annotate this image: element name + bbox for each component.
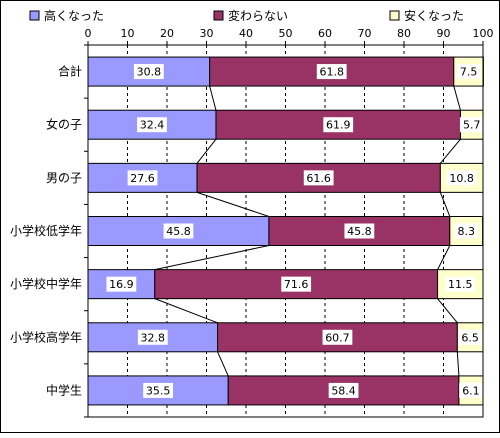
data-label: 61.8 xyxy=(319,66,344,79)
x-tick-label: 30 xyxy=(200,27,214,40)
data-label-bg xyxy=(459,382,483,398)
data-label-bg xyxy=(459,117,484,133)
data-label-bg xyxy=(316,64,347,80)
legend-label-1: 高くなった xyxy=(44,8,104,23)
data-label-bg xyxy=(445,276,476,292)
x-tick-label: 20 xyxy=(160,27,174,40)
data-label: 35.5 xyxy=(146,384,171,397)
legend-label-2: 変わらない xyxy=(228,8,288,23)
x-tick-label: 40 xyxy=(239,27,253,40)
data-label: 58.4 xyxy=(331,384,356,397)
connector-line xyxy=(154,298,218,324)
data-label: 11.5 xyxy=(448,278,473,291)
data-label: 16.9 xyxy=(109,278,134,291)
data-label: 7.5 xyxy=(460,66,478,79)
legend-swatch-2 xyxy=(213,10,224,21)
data-label-bg xyxy=(456,64,481,80)
x-tick-label: 10 xyxy=(121,27,135,40)
category-label: 女の子 xyxy=(46,117,82,132)
data-label-bg xyxy=(106,276,137,292)
x-tick-label: 80 xyxy=(397,27,411,40)
data-label: 10.8 xyxy=(449,172,474,185)
plot-border xyxy=(87,44,484,418)
connector-line xyxy=(209,85,217,111)
data-label: 60.7 xyxy=(325,331,350,344)
data-label-bg xyxy=(446,170,477,186)
x-tick-label: 100 xyxy=(473,27,494,40)
x-tick-label: 90 xyxy=(437,27,451,40)
data-label-bg xyxy=(281,276,312,292)
category-label: 小学校低学年 xyxy=(10,223,82,238)
x-tick-label: 0 xyxy=(85,27,92,40)
connector-line xyxy=(154,245,270,271)
data-label: 5.7 xyxy=(463,119,481,132)
data-label: 61.6 xyxy=(306,172,331,185)
x-tick-label: 50 xyxy=(279,27,293,40)
data-label-bg xyxy=(458,329,482,345)
legend-label-3: 安くなった xyxy=(404,8,464,23)
data-label-bg xyxy=(344,223,375,239)
data-label: 45.8 xyxy=(347,225,372,238)
category-label: 小学校高学年 xyxy=(10,329,82,344)
data-label-bg xyxy=(143,382,174,398)
data-label: 45.8 xyxy=(166,225,191,238)
data-label-bg xyxy=(133,64,164,80)
data-label: 6.1 xyxy=(462,384,480,397)
connector-line xyxy=(196,191,270,217)
data-label-bg xyxy=(163,223,194,239)
data-label-bg xyxy=(322,329,353,345)
connector-line xyxy=(453,85,461,111)
data-label-bg xyxy=(127,170,158,186)
connector-line xyxy=(456,351,460,376)
connector-line xyxy=(196,138,217,164)
data-label-bg xyxy=(454,223,479,239)
category-label: 中学生 xyxy=(46,382,82,397)
data-label: 32.4 xyxy=(140,119,165,132)
data-label: 61.9 xyxy=(326,119,351,132)
data-label: 8.3 xyxy=(457,225,475,238)
x-tick-label: 60 xyxy=(318,27,332,40)
connector-line xyxy=(437,245,451,270)
data-label-bg xyxy=(328,382,359,398)
legend-swatch-3 xyxy=(389,10,400,21)
connector-line xyxy=(437,298,458,324)
connector-line xyxy=(439,138,461,164)
bar-segment xyxy=(209,56,455,87)
data-label: 71.6 xyxy=(284,278,309,291)
category-label: 合計 xyxy=(58,64,82,79)
data-label: 27.6 xyxy=(130,172,155,185)
data-label-bg xyxy=(137,117,167,133)
category-label: 男の子 xyxy=(46,171,82,185)
x-tick-label: 70 xyxy=(358,27,372,40)
legend-swatch-1 xyxy=(29,10,40,21)
data-label-bg xyxy=(323,117,354,133)
data-label: 6.5 xyxy=(461,331,479,344)
data-label: 32.8 xyxy=(141,331,166,344)
data-label: 30.8 xyxy=(137,66,162,79)
connector-line xyxy=(217,351,229,377)
connector-line xyxy=(439,192,451,217)
category-label: 小学校中学年 xyxy=(10,276,82,291)
data-label-bg xyxy=(303,170,334,186)
data-label-bg xyxy=(137,329,168,345)
